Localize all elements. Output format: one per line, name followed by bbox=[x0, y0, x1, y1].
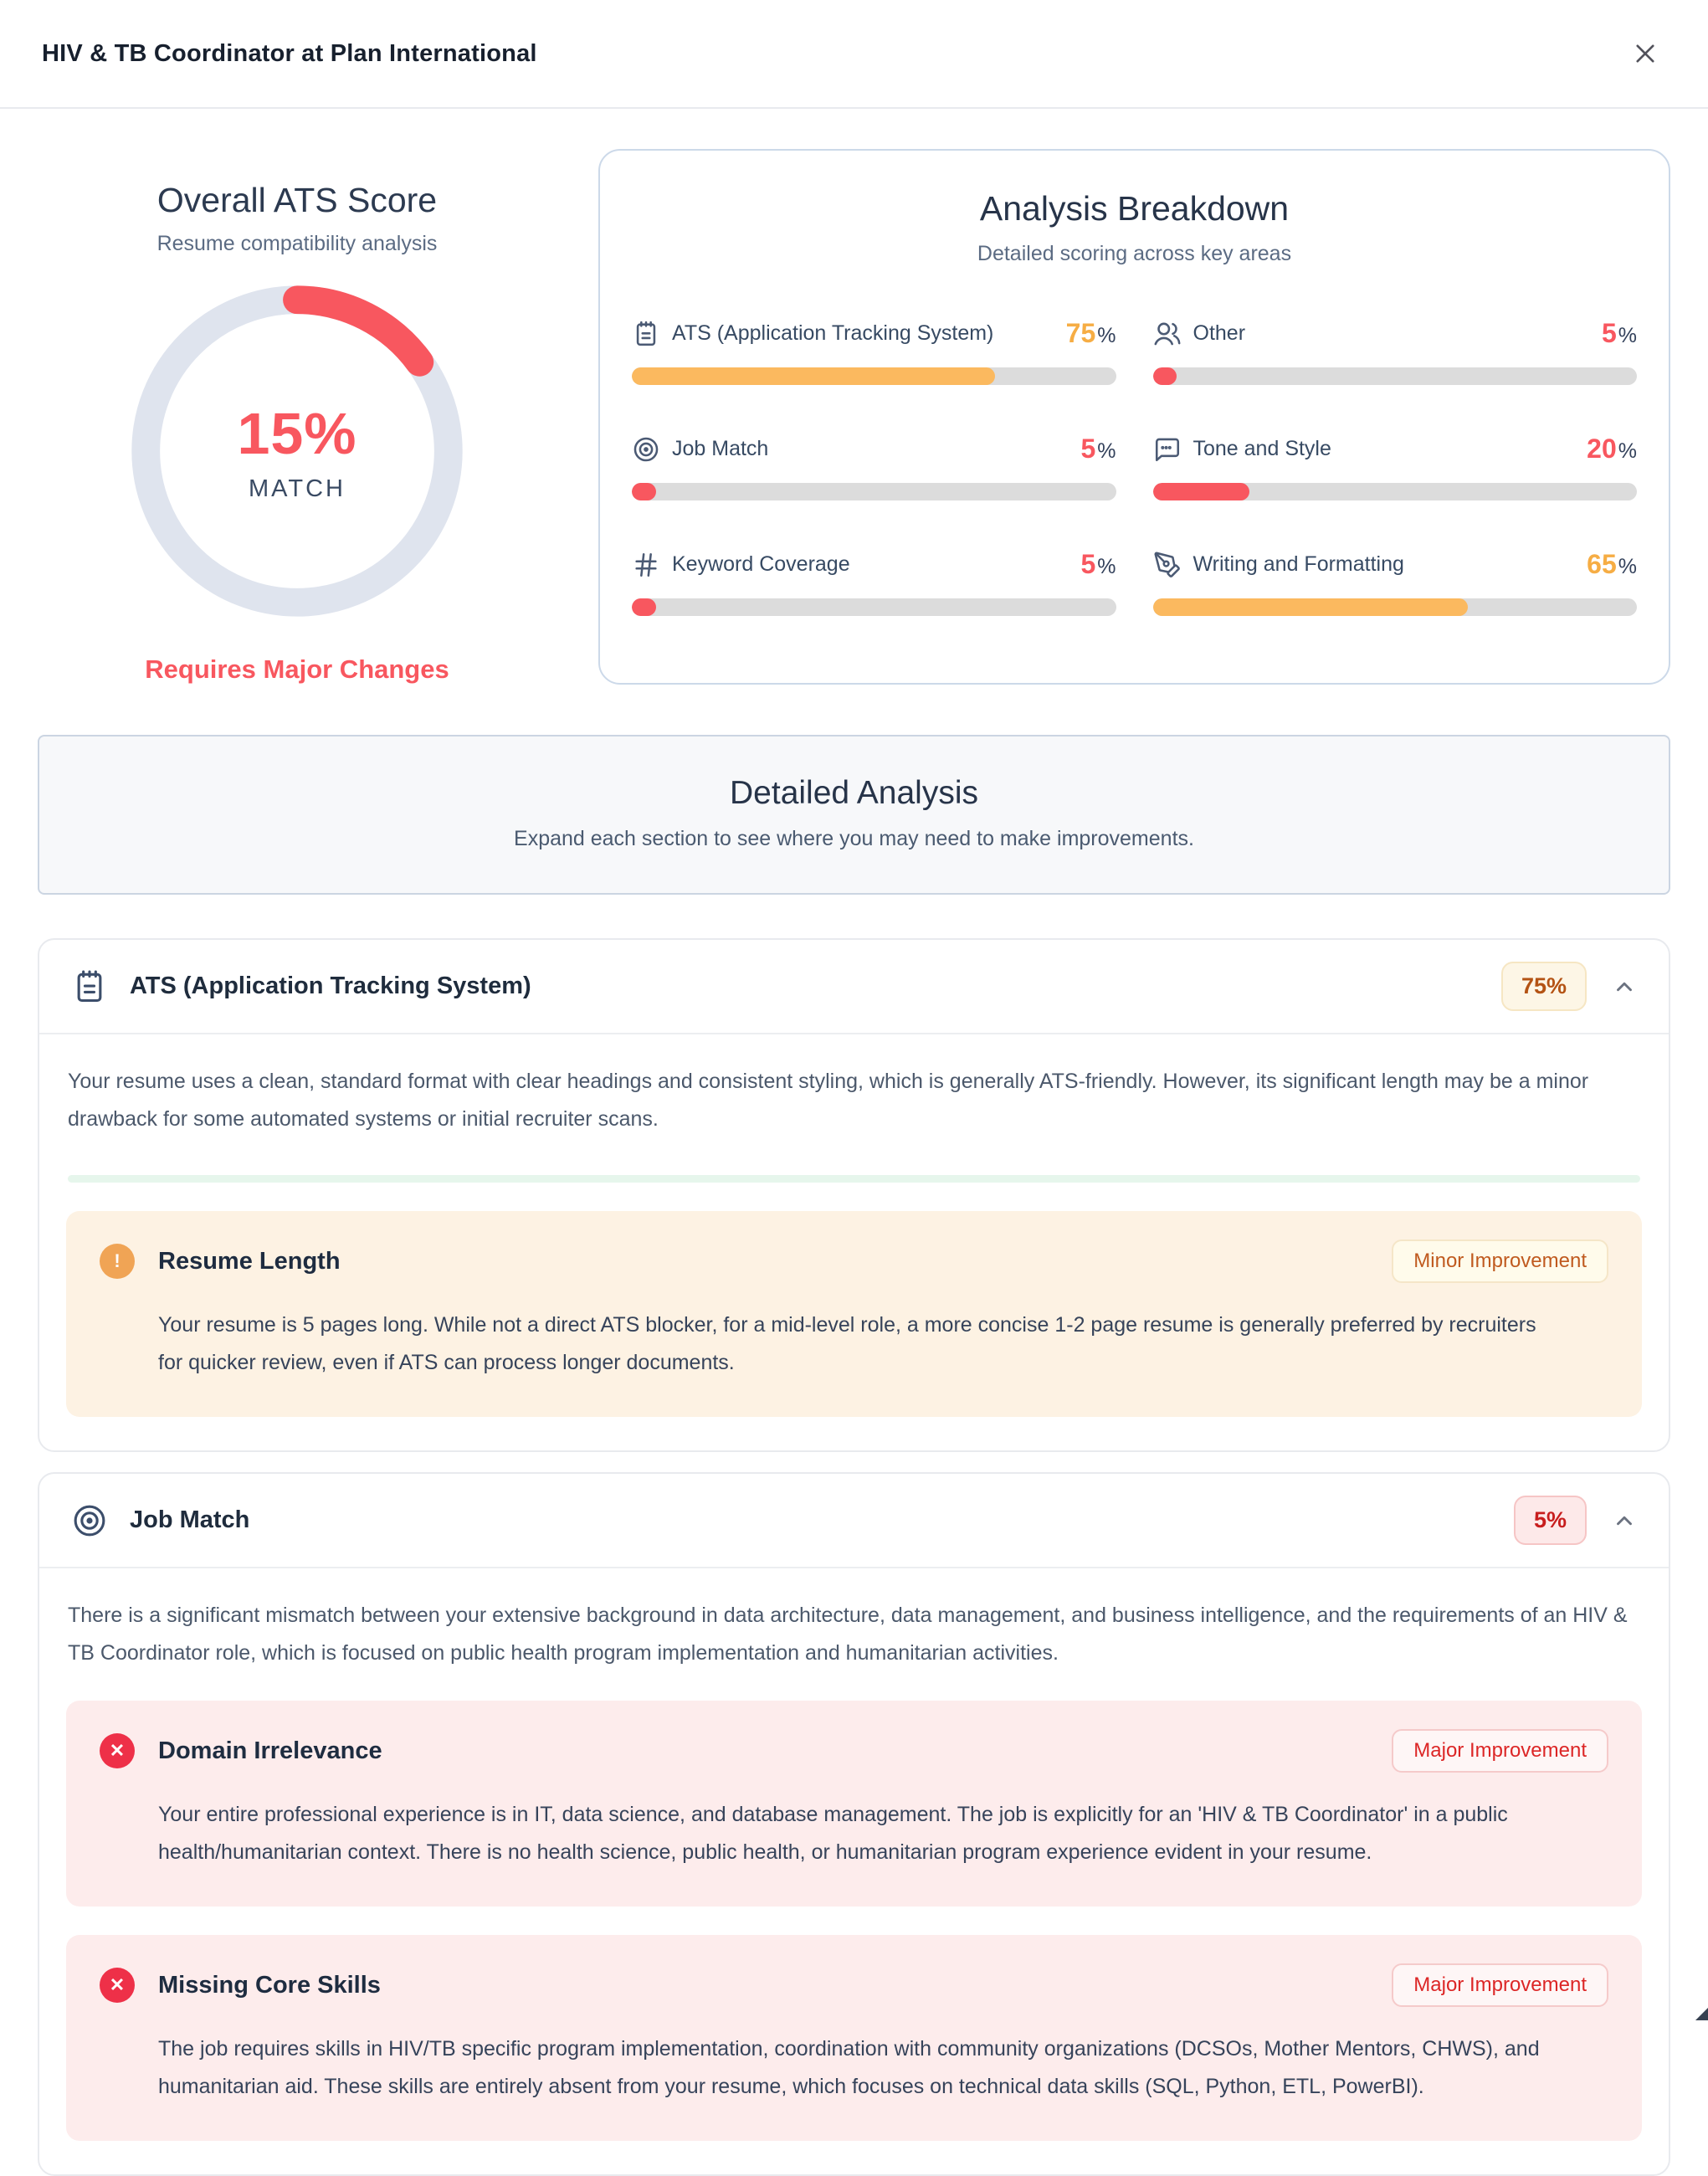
accordion-title: Job Match bbox=[130, 1506, 250, 1533]
finding-resume-length: ! Resume Length Minor Improvement Your r… bbox=[66, 1211, 1642, 1417]
finding-missing-core-skills: ✕ Missing Core Skills Major Improvement … bbox=[66, 1935, 1642, 2141]
close-icon bbox=[1631, 39, 1659, 68]
metric-bar bbox=[1152, 598, 1637, 616]
detailed-analysis-title: Detailed Analysis bbox=[730, 775, 978, 811]
accordion-title: ATS (Application Tracking System) bbox=[130, 973, 531, 999]
metric-label: Job Match bbox=[672, 437, 769, 460]
metric-label: Writing and Formatting bbox=[1193, 552, 1404, 576]
metric-keyword-coverage: Keyword Coverage 5 % bbox=[632, 549, 1116, 616]
severity-badge: Major Improvement bbox=[1392, 1729, 1608, 1773]
finding-title: Domain Irrelevance bbox=[158, 1737, 382, 1764]
detailed-analysis-banner: Detailed Analysis Expand each section to… bbox=[38, 735, 1670, 895]
metric-bar bbox=[632, 367, 1116, 385]
breakdown-subtitle: Detailed scoring across key areas bbox=[977, 242, 1292, 265]
error-icon: ✕ bbox=[100, 1733, 135, 1768]
metric-job-match: Job Match 5 % bbox=[632, 434, 1116, 500]
target-icon bbox=[71, 1502, 108, 1539]
metric-value: 5 bbox=[1601, 318, 1617, 348]
accordion-job-match: Job Match 5% There is a significant mism… bbox=[38, 1472, 1670, 2176]
metric-writing-formatting: Writing and Formatting 65 % bbox=[1152, 549, 1637, 616]
metric-bar bbox=[632, 598, 1116, 616]
finding-text: The job requires skills in HIV/TB specif… bbox=[158, 2037, 1540, 2098]
metric-bar bbox=[1152, 483, 1637, 500]
users-icon bbox=[1153, 320, 1182, 348]
metric-value: 75 bbox=[1065, 318, 1096, 348]
overall-score-panel: Overall ATS Score Resume compatibility a… bbox=[38, 149, 557, 685]
chevron-up-icon bbox=[1612, 974, 1637, 999]
score-gauge-ring bbox=[131, 285, 463, 617]
pen-tool-icon bbox=[1153, 551, 1182, 579]
metric-label: ATS (Application Tracking System) bbox=[672, 321, 994, 345]
hash-icon bbox=[632, 551, 660, 579]
resize-grip-icon[interactable] bbox=[1695, 2008, 1708, 2020]
chevron-up-icon bbox=[1612, 1508, 1637, 1533]
metric-bar bbox=[1152, 367, 1637, 385]
breakdown-title: Analysis Breakdown bbox=[979, 189, 1290, 228]
section-summary: Your resume uses a clean, standard forma… bbox=[68, 1070, 1589, 1131]
error-icon: ✕ bbox=[100, 1968, 135, 2003]
analysis-breakdown-card: Analysis Breakdown Detailed scoring acro… bbox=[598, 149, 1670, 685]
severity-badge: Minor Improvement bbox=[1392, 1239, 1608, 1283]
severity-badge: Major Improvement bbox=[1392, 1963, 1608, 2007]
metric-value: 20 bbox=[1587, 434, 1617, 464]
metric-ats: ATS (Application Tracking System) 75 % bbox=[632, 318, 1116, 385]
warning-icon: ! bbox=[100, 1244, 135, 1279]
score-percent: 15% bbox=[237, 400, 357, 466]
detailed-analysis-subtitle: Expand each section to see where you may… bbox=[514, 827, 1194, 850]
metric-label: Tone and Style bbox=[1193, 437, 1331, 460]
overall-score-title: Overall ATS Score bbox=[156, 181, 438, 219]
accordion-job-match-header[interactable]: Job Match 5% bbox=[39, 1474, 1669, 1568]
finding-title: Resume Length bbox=[158, 1247, 341, 1275]
section-summary: There is a significant mismatch between … bbox=[68, 1604, 1628, 1665]
clipboard-icon bbox=[71, 968, 108, 1005]
chat-bubble-icon bbox=[1153, 435, 1182, 464]
close-button[interactable] bbox=[1626, 34, 1664, 73]
metric-value: 5 bbox=[1080, 434, 1096, 464]
overall-score-subtitle: Resume compatibility analysis bbox=[156, 232, 438, 255]
score-match-label: MATCH bbox=[249, 475, 346, 502]
modal-title: HIV & TB Coordinator at Plan Internation… bbox=[42, 39, 537, 67]
section-score-badge: 5% bbox=[1513, 1496, 1587, 1545]
section-divider bbox=[68, 1175, 1640, 1183]
metric-bar bbox=[632, 483, 1116, 500]
modal-header: HIV & TB Coordinator at Plan Internation… bbox=[0, 0, 1708, 109]
finding-text: Your resume is 5 pages long. While not a… bbox=[158, 1313, 1536, 1374]
metric-label: Keyword Coverage bbox=[672, 552, 850, 576]
finding-domain-irrelevance: ✕ Domain Irrelevance Major Improvement Y… bbox=[66, 1701, 1642, 1907]
metric-label: Other bbox=[1193, 321, 1246, 345]
metric-tone-style: Tone and Style 20 % bbox=[1152, 434, 1637, 500]
clipboard-icon bbox=[632, 320, 660, 348]
metric-value: 5 bbox=[1080, 549, 1096, 579]
target-icon bbox=[632, 435, 660, 464]
finding-text: Your entire professional experience is i… bbox=[158, 1803, 1508, 1864]
score-verdict: Requires Major Changes bbox=[145, 654, 449, 684]
accordion-ats-header[interactable]: ATS (Application Tracking System) 75% bbox=[39, 940, 1669, 1034]
section-score-badge: 75% bbox=[1500, 962, 1587, 1011]
accordion-ats: ATS (Application Tracking System) 75% Yo… bbox=[38, 938, 1670, 1452]
metrics-grid: ATS (Application Tracking System) 75 % O… bbox=[632, 318, 1637, 616]
metric-other: Other 5 % bbox=[1152, 318, 1637, 385]
finding-title: Missing Core Skills bbox=[158, 1971, 381, 1999]
score-gauge: 15% MATCH bbox=[127, 281, 467, 621]
metric-value: 65 bbox=[1587, 549, 1617, 579]
